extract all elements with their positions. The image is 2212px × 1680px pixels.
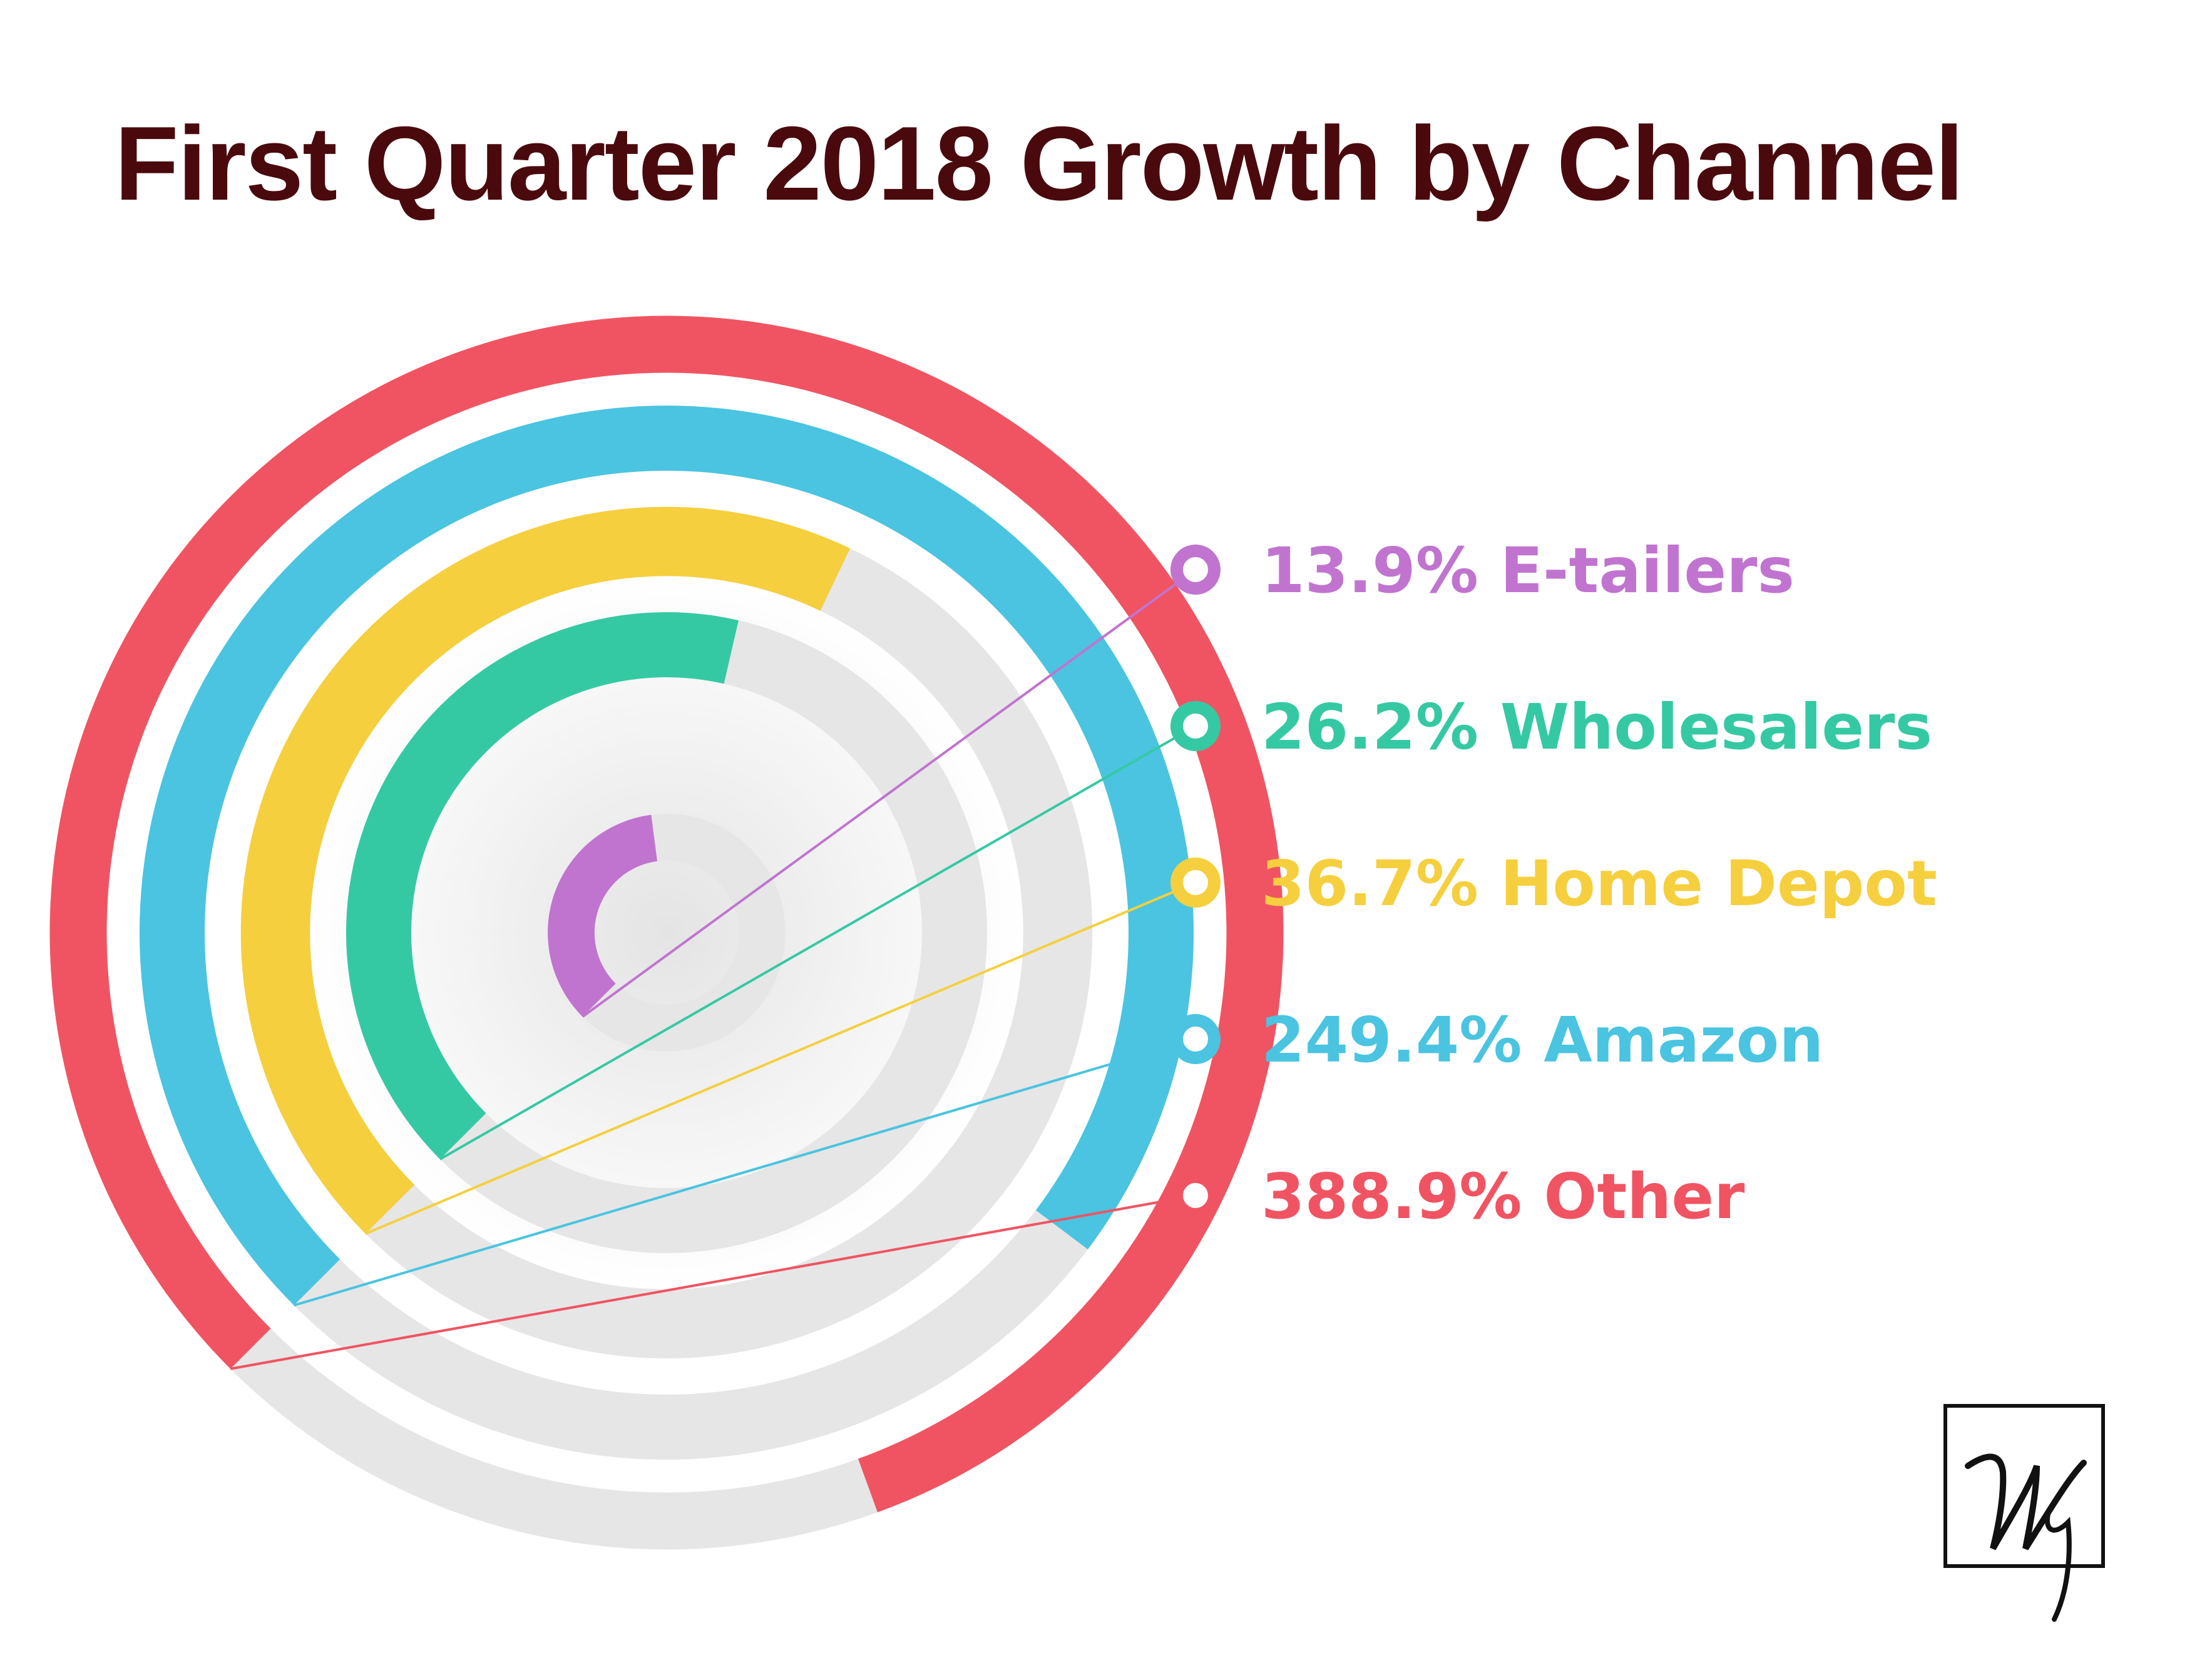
chart-title: First Quarter 2018 Growth by Channel bbox=[115, 105, 1964, 222]
legend: 13.9% E-tailers 26.2% Wholesalers 36.7% Ho… bbox=[1170, 534, 1937, 1233]
legend-marker-home-depot bbox=[1170, 858, 1221, 908]
legend-label-amazon: 249.4% Amazon bbox=[1261, 1003, 1824, 1077]
legend-label-e-tailers: 13.9% E-tailers bbox=[1261, 534, 1795, 607]
leader-line-wholesalers bbox=[439, 725, 1196, 1160]
legend-marker-e-tailers bbox=[1170, 545, 1221, 595]
leader-line-e-tailers bbox=[581, 568, 1197, 1018]
bar-wholesalers bbox=[346, 612, 739, 1160]
legend-label-wholesalers: 26.2% Wholesalers bbox=[1261, 690, 1932, 764]
center-shadow bbox=[310, 576, 1023, 1289]
legend-marker-wholesalers bbox=[1170, 701, 1221, 751]
legend-marker-other bbox=[1170, 1170, 1221, 1221]
legend-marker-amazon bbox=[1170, 1014, 1221, 1064]
leader-line-amazon bbox=[294, 1038, 1196, 1307]
leader-line-home-depot bbox=[365, 881, 1196, 1235]
wy-logo bbox=[1943, 1404, 2105, 1622]
legend-label-other: 388.9% Other bbox=[1261, 1160, 1745, 1233]
bar-e-tailers bbox=[548, 814, 658, 1017]
legend-label-home-depot: 36.7% Home Depot bbox=[1261, 847, 1937, 920]
leader-line-other bbox=[230, 1194, 1196, 1370]
leader-line-group bbox=[230, 568, 1197, 1370]
bar-home-depot bbox=[240, 506, 851, 1234]
